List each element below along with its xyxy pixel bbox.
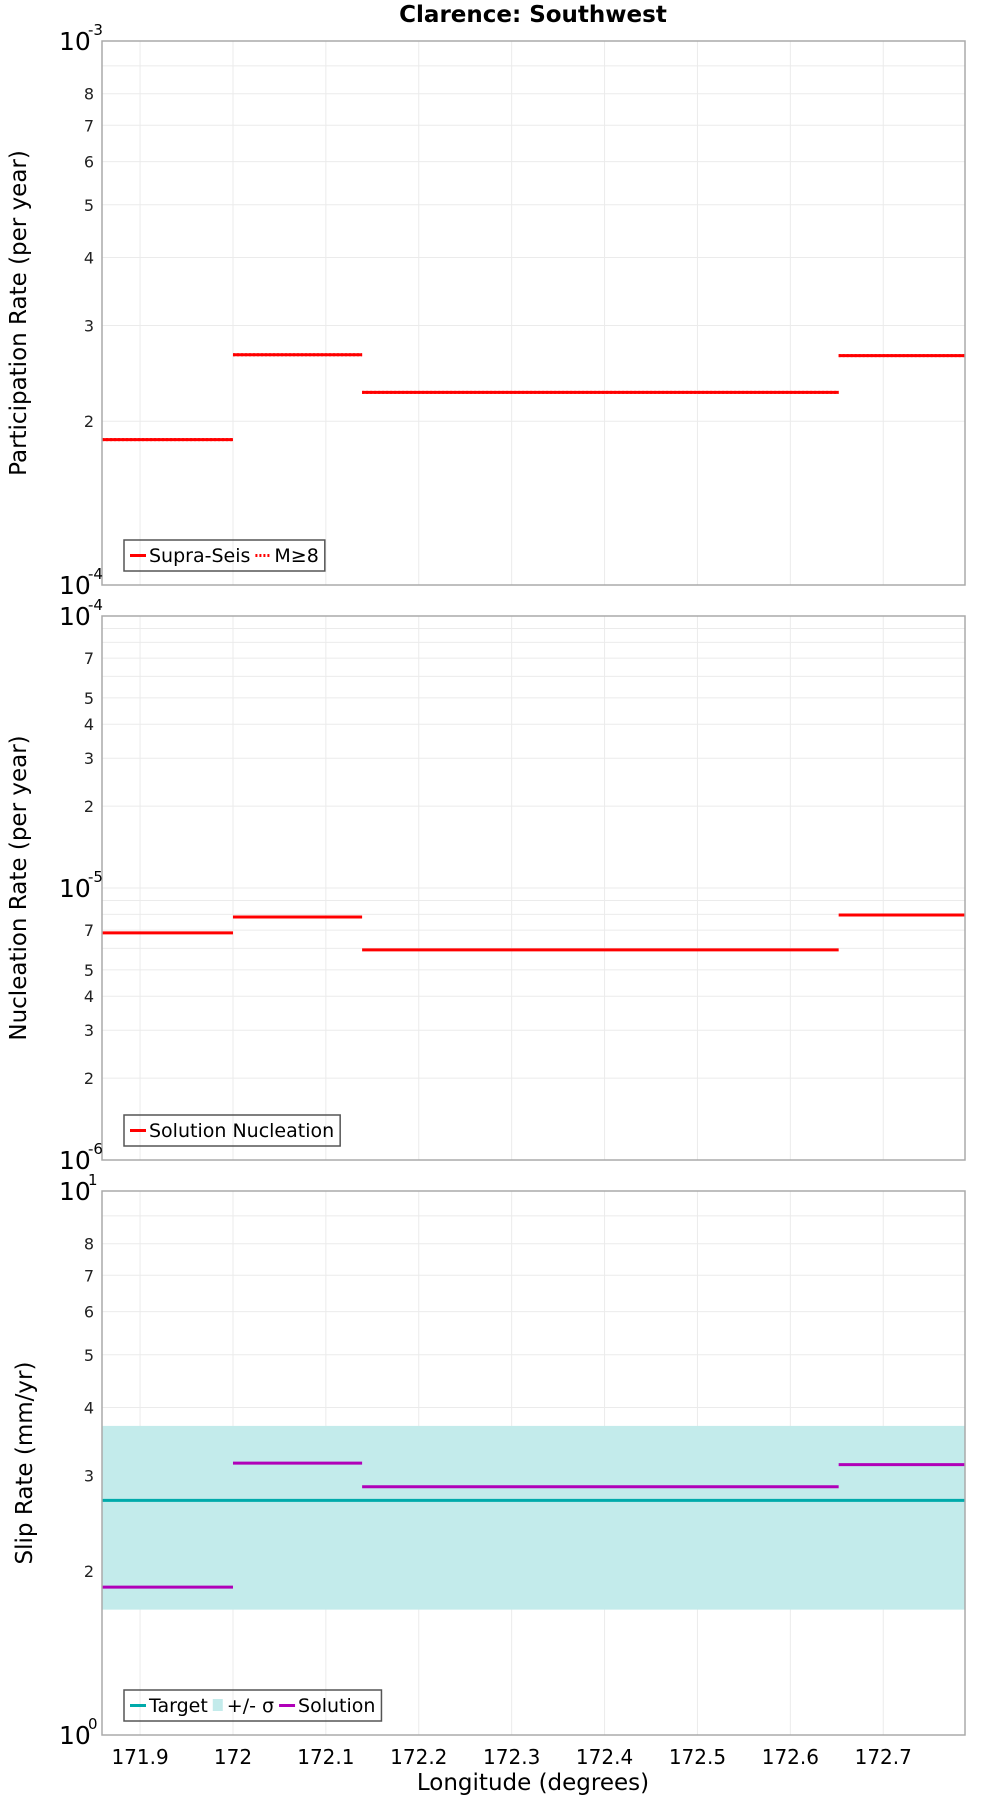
legend: Supra-Seis M≥8 — [123, 539, 326, 572]
legend-item: Supra-Seis — [130, 545, 250, 567]
y-tick-label: 4 — [84, 1398, 94, 1417]
data-lines — [102, 353, 965, 442]
y-tick-label: 2 — [84, 797, 94, 816]
y-tick-label: 7 — [84, 649, 94, 668]
legend-label: M≥8 — [274, 545, 318, 567]
x-tick-label: 172.7 — [855, 1745, 912, 1769]
y-tick-label: 7 — [84, 921, 94, 940]
y-tick-exponent: 1 — [88, 1171, 98, 1189]
y-tick-exponent: -6 — [88, 1140, 103, 1158]
y-tick-label: 8 — [84, 1235, 94, 1254]
y-tick-label: 5 — [84, 689, 94, 708]
legend-frame — [123, 1689, 383, 1722]
y-tick-label: 2 — [84, 1069, 94, 1088]
y-tick-label: 7 — [84, 1266, 94, 1285]
grid-lines — [102, 41, 965, 586]
x-axis-ticks: 171.9 172 172.1 172.2 172.3 172.4 172.5 172.6 17… — [111, 1745, 911, 1769]
y-major-tick-label: 10 — [59, 1177, 91, 1206]
y-major-tick-label: 10 — [59, 571, 91, 600]
y-axis-label: Slip Rate (mm/yr) — [12, 1362, 38, 1565]
y-tick-label: 5 — [84, 196, 94, 215]
plot-frame — [101, 40, 966, 586]
legend: Target +/- σ Solution — [123, 1689, 383, 1722]
y-tick-label: 5 — [84, 1346, 94, 1365]
legend-swatch — [212, 1699, 223, 1711]
legend-item: Solution — [279, 1695, 375, 1717]
y-tick-label: 4 — [84, 248, 94, 267]
y-tick-label: 4 — [84, 987, 94, 1006]
y-major-tick-label: 10 — [59, 874, 91, 903]
data-lines — [102, 913, 965, 952]
sigma-band-rect — [102, 1425, 965, 1610]
y-tick-label: 7 — [84, 116, 94, 135]
y-major-tick-label: 10 — [59, 602, 91, 631]
y-tick-label: 3 — [84, 1466, 94, 1485]
y-tick-label: 3 — [84, 1021, 94, 1040]
y-tick-exponent: -3 — [88, 21, 103, 39]
legend-label: Supra-Seis — [149, 545, 250, 567]
y-tick-label: 5 — [84, 961, 94, 980]
legend-label: +/- σ — [227, 1695, 274, 1717]
plot-frame — [101, 615, 966, 1161]
y-tick-label: 3 — [84, 749, 94, 768]
legend-frame — [123, 1114, 341, 1147]
legend-item: Target — [130, 1695, 208, 1717]
y-axis-label: Participation Rate (per year) — [6, 150, 32, 476]
x-tick-label: 172.6 — [762, 1745, 819, 1769]
y-major-tick-label: 10 — [59, 27, 91, 56]
chart-title: Clarence: Southwest — [399, 2, 667, 28]
legend-label: Solution Nucleation — [149, 1120, 334, 1142]
x-tick-label: 171.9 — [111, 1745, 168, 1769]
legend-label: Solution — [298, 1695, 375, 1717]
y-tick-label: 6 — [84, 153, 94, 172]
data-lines — [102, 1461, 965, 1589]
y-tick-label: 3 — [84, 316, 94, 335]
y-tick-exponent: 0 — [88, 1715, 98, 1733]
plot-frame — [101, 1190, 966, 1736]
y-tick-exponent: -4 — [88, 565, 103, 583]
y-axis-label: Nucleation Rate (per year) — [6, 735, 32, 1040]
legend-frame — [123, 539, 326, 572]
x-tick-label: 172.3 — [483, 1745, 540, 1769]
x-axis-label: Longitude (degrees) — [417, 1770, 649, 1796]
y-tick-exponent: -4 — [88, 596, 103, 614]
legend-item: +/- σ — [212, 1695, 274, 1717]
y-tick-label: 2 — [84, 1562, 94, 1581]
x-tick-label: 172.4 — [576, 1745, 633, 1769]
y-tick-label: 2 — [84, 412, 94, 431]
x-tick-label: 172.1 — [297, 1745, 354, 1769]
legend-item: M≥8 — [255, 545, 319, 567]
legend: Solution Nucleation — [123, 1114, 341, 1147]
grid-lines — [102, 616, 965, 1161]
legend-item: Solution Nucleation — [130, 1120, 334, 1142]
y-major-tick-label: 10 — [59, 1146, 91, 1175]
x-tick-label: 172 — [214, 1745, 252, 1769]
y-tick-label: 8 — [84, 85, 94, 104]
y-major-tick-label: 10 — [59, 1721, 91, 1750]
y-tick-label: 6 — [84, 1303, 94, 1322]
y-tick-label: 4 — [84, 715, 94, 734]
y-tick-exponent: -5 — [88, 868, 103, 886]
x-tick-label: 172.5 — [669, 1745, 726, 1769]
x-tick-label: 172.2 — [390, 1745, 447, 1769]
sigma-band — [102, 1425, 965, 1610]
legend-label: Target — [148, 1695, 208, 1717]
